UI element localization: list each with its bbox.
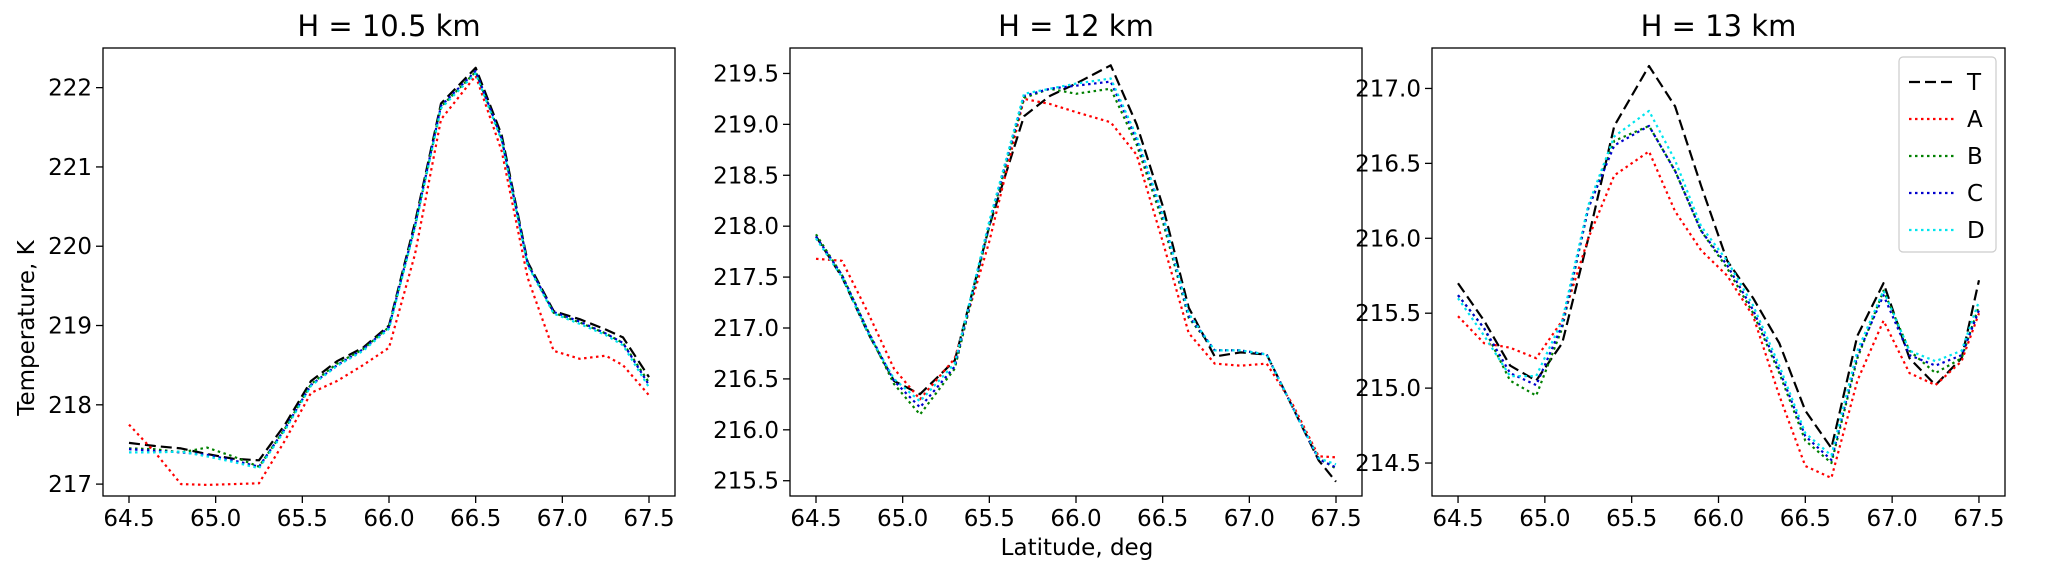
plot-frame	[789, 47, 1363, 497]
y-tick-label: 216.5	[713, 367, 779, 393]
y-tick-label: 215.0	[1355, 376, 1421, 402]
x-tick-label: 67.0	[537, 506, 588, 532]
x-tick-label: 65.0	[877, 506, 928, 532]
x-tick-label: 66.0	[1050, 506, 1101, 532]
series-line-c	[128, 69, 650, 468]
legend-box	[1898, 56, 1997, 253]
y-tick-label: 216.5	[1355, 151, 1421, 177]
y-tick-label: 222	[48, 76, 92, 102]
y-tick-label: 219	[48, 314, 92, 340]
x-axis-label: Latitude, deg	[1001, 535, 1154, 561]
y-tick-label: 217.0	[713, 316, 779, 342]
x-tick-label: 67.5	[1953, 506, 2004, 532]
series-line-t	[128, 66, 650, 462]
series-line-a	[128, 74, 650, 486]
series-line-t	[1457, 64, 1981, 450]
plot-frame	[102, 47, 676, 497]
x-tick-label: 64.5	[1432, 506, 1483, 532]
legend-label-a: A	[1967, 107, 1983, 133]
y-tick-label: 220	[48, 234, 92, 260]
x-tick-label: 66.5	[1780, 506, 1831, 532]
x-tick-label: 65.5	[277, 506, 328, 532]
panel-title: H = 13 km	[1641, 9, 1797, 43]
y-axis-label: Temperature, K	[14, 239, 40, 416]
series-line-d	[129, 72, 650, 470]
x-tick-label: 66.0	[363, 506, 414, 532]
series-line-c	[815, 80, 1337, 469]
series-line-c	[1457, 124, 1981, 462]
y-tick-label: 215.5	[713, 469, 779, 495]
panel-title: H = 12 km	[998, 9, 1154, 43]
y-tick-label: 217.5	[713, 265, 779, 291]
chart-panel-3: 64.5 65.0 65.5 66.0 66.5 67.0 67.5 214.5 215.0 21…	[1355, 9, 2006, 532]
y-tick-label: 215.5	[1355, 301, 1421, 327]
chart-panel-2: 64.5 65.0 65.5 66.0 66.5 67.0 67.5 215.5 216.0 21…	[713, 9, 1363, 532]
x-tick-label: 66.5	[450, 506, 501, 532]
x-tick-label: 67.0	[1867, 506, 1918, 532]
legend-label-c: C	[1967, 181, 1983, 207]
x-tick-label: 65.0	[190, 506, 241, 532]
x-tick-label: 65.0	[1519, 506, 1570, 532]
y-tick-label: 218.0	[713, 214, 779, 240]
y-tick-label: 214.5	[1355, 451, 1421, 477]
series-line-b	[815, 87, 1337, 470]
series-line-d	[815, 77, 1337, 466]
series-line-b	[128, 70, 650, 468]
x-tick-label: 64.5	[103, 506, 154, 532]
x-tick-label: 66.5	[1137, 506, 1188, 532]
x-tick-label: 64.5	[790, 506, 841, 532]
y-tick-label: 218	[48, 393, 92, 419]
y-tick-label: 216.0	[713, 418, 779, 444]
x-tick-label: 67.5	[1310, 506, 1361, 532]
y-tick-label: 216.0	[1355, 226, 1421, 252]
series-line-a	[815, 97, 1337, 459]
panel-title: H = 10.5 km	[297, 9, 480, 43]
legend-label-d: D	[1967, 218, 1985, 244]
series-line-d	[1457, 109, 1981, 457]
series-line-t	[815, 64, 1337, 483]
x-tick-label: 66.0	[1693, 506, 1744, 532]
chart-panel-1: 64.5 65.0 65.5 66.0 66.5 67.0 67.5 217 218 219 220…	[48, 9, 676, 532]
y-tick-label: 217	[48, 472, 92, 498]
x-tick-label: 65.5	[964, 506, 1015, 532]
x-tick-label: 65.5	[1606, 506, 1657, 532]
x-tick-label: 67.0	[1224, 506, 1275, 532]
y-tick-label: 221	[48, 155, 92, 181]
y-tick-label: 218.5	[713, 163, 779, 189]
legend-label-t: T	[1966, 70, 1982, 96]
y-tick-label: 219.0	[713, 112, 779, 138]
y-tick-label: 219.5	[713, 61, 779, 87]
y-tick-label: 217.0	[1355, 76, 1421, 102]
legend-label-b: B	[1967, 144, 1983, 170]
x-tick-label: 67.5	[623, 506, 674, 532]
